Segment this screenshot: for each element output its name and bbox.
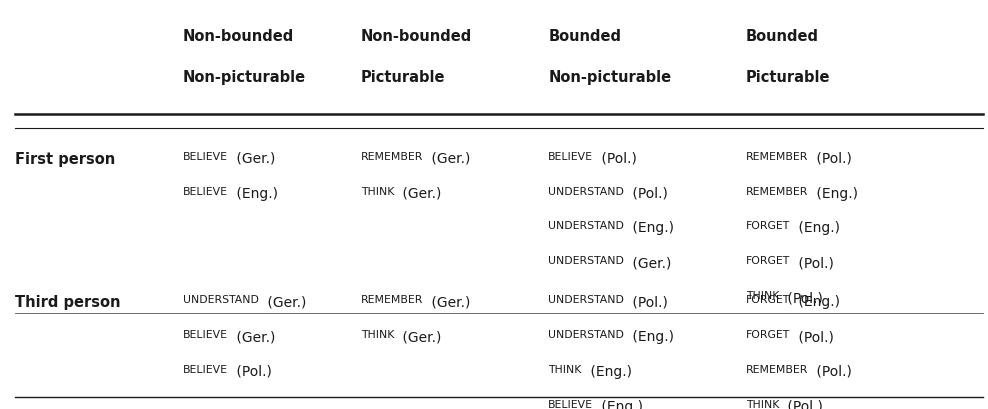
Text: UNDERSTAND: UNDERSTAND — [183, 294, 259, 304]
Text: (Pol.): (Pol.) — [812, 364, 853, 378]
Text: (Pol.): (Pol.) — [783, 399, 823, 409]
Text: UNDERSTAND: UNDERSTAND — [548, 221, 624, 231]
Text: FORGET: FORGET — [746, 256, 790, 265]
Text: Bounded: Bounded — [746, 29, 819, 44]
Text: (Ger.): (Ger.) — [232, 151, 275, 165]
Text: THINK: THINK — [746, 399, 780, 409]
Text: THINK: THINK — [548, 364, 582, 374]
Text: REMEMBER: REMEMBER — [746, 364, 808, 374]
Text: (Ger.): (Ger.) — [628, 256, 672, 270]
Text: (Eng.): (Eng.) — [628, 221, 674, 235]
Text: REMEMBER: REMEMBER — [361, 151, 423, 161]
Text: (Ger.): (Ger.) — [232, 329, 275, 343]
Text: BELIEVE: BELIEVE — [183, 329, 228, 339]
Text: (Pol.): (Pol.) — [794, 329, 834, 343]
Text: (Eng.): (Eng.) — [598, 399, 643, 409]
Text: UNDERSTAND: UNDERSTAND — [548, 256, 624, 265]
Text: (Eng.): (Eng.) — [812, 186, 859, 200]
Text: FORGET: FORGET — [746, 221, 790, 231]
Text: (Pol.): (Pol.) — [794, 256, 834, 270]
Text: UNDERSTAND: UNDERSTAND — [548, 294, 624, 304]
Text: Non-picturable: Non-picturable — [183, 70, 306, 85]
Text: (Ger.): (Ger.) — [427, 294, 470, 308]
Text: Non-picturable: Non-picturable — [548, 70, 672, 85]
Text: (Eng.): (Eng.) — [794, 221, 840, 235]
Text: (Eng.): (Eng.) — [628, 329, 674, 343]
Text: Third person: Third person — [15, 294, 121, 310]
Text: REMEMBER: REMEMBER — [746, 186, 808, 196]
Text: UNDERSTAND: UNDERSTAND — [548, 186, 624, 196]
Text: BELIEVE: BELIEVE — [548, 399, 594, 409]
Text: Picturable: Picturable — [361, 70, 446, 85]
Text: First person: First person — [15, 151, 115, 166]
Text: BELIEVE: BELIEVE — [183, 364, 228, 374]
Text: THINK: THINK — [746, 290, 780, 300]
Text: (Pol.): (Pol.) — [783, 290, 823, 304]
Text: (Pol.): (Pol.) — [628, 186, 668, 200]
Text: (Pol.): (Pol.) — [812, 151, 853, 165]
Text: UNDERSTAND: UNDERSTAND — [548, 329, 624, 339]
Text: FORGET: FORGET — [746, 294, 790, 304]
Text: Bounded: Bounded — [548, 29, 621, 44]
Text: THINK: THINK — [361, 186, 394, 196]
Text: REMEMBER: REMEMBER — [746, 151, 808, 161]
Text: (Eng.): (Eng.) — [586, 364, 631, 378]
Text: (Ger.): (Ger.) — [398, 186, 442, 200]
Text: (Pol.): (Pol.) — [232, 364, 272, 378]
Text: (Pol.): (Pol.) — [628, 294, 668, 308]
Text: BELIEVE: BELIEVE — [548, 151, 594, 161]
Text: THINK: THINK — [361, 329, 394, 339]
Text: (Ger.): (Ger.) — [263, 294, 306, 308]
Text: (Ger.): (Ger.) — [427, 151, 470, 165]
Text: Non-bounded: Non-bounded — [183, 29, 294, 44]
Text: (Ger.): (Ger.) — [398, 329, 442, 343]
Text: FORGET: FORGET — [746, 329, 790, 339]
Text: (Eng.): (Eng.) — [232, 186, 278, 200]
Text: BELIEVE: BELIEVE — [183, 151, 228, 161]
Text: Picturable: Picturable — [746, 70, 831, 85]
Text: REMEMBER: REMEMBER — [361, 294, 423, 304]
Text: Non-bounded: Non-bounded — [361, 29, 472, 44]
Text: BELIEVE: BELIEVE — [183, 186, 228, 196]
Text: (Eng.): (Eng.) — [794, 294, 840, 308]
Text: (Pol.): (Pol.) — [598, 151, 637, 165]
